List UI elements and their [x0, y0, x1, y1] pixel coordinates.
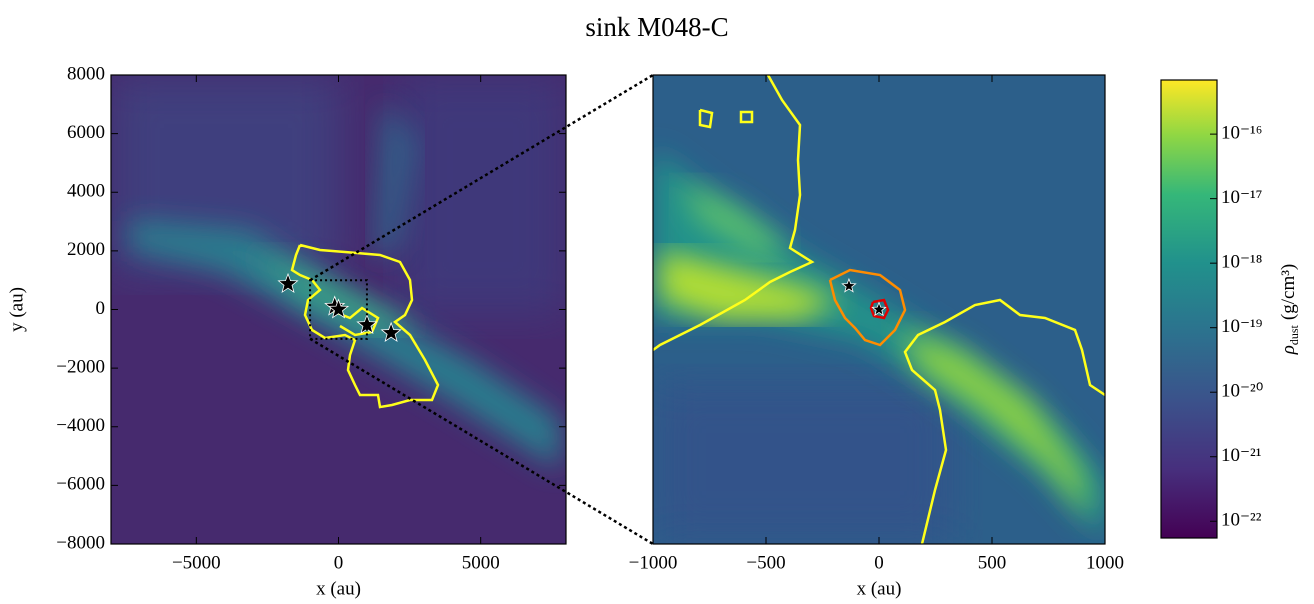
contour	[290, 243, 440, 409]
x-tick-label: 5000	[462, 552, 500, 573]
colorbar-label-part: (g/cm³)	[1278, 264, 1299, 320]
x-tick-label: −5000	[172, 552, 221, 573]
sink	[841, 277, 857, 293]
x-tick-label: −500	[746, 552, 785, 573]
colorbar-tick-label: 10⁻¹⁶	[1221, 122, 1262, 143]
y-tick-label: 2000	[67, 239, 105, 260]
y-tick-label: 6000	[67, 122, 105, 143]
y-tick-label: −2000	[56, 356, 105, 377]
y-tick-label: −8000	[56, 532, 105, 553]
x-tick-label: 1000	[1086, 552, 1124, 573]
figure-title: sink M048-C	[585, 12, 728, 42]
colorbar-tick-label: 10⁻²¹	[1221, 445, 1262, 466]
contour	[653, 75, 1105, 544]
colorbar-tick-label: 10⁻¹⁹	[1221, 316, 1263, 337]
sink	[871, 301, 887, 317]
x-axis-label: x (au)	[857, 578, 902, 599]
zoom-box	[309, 279, 368, 340]
sink	[327, 298, 350, 319]
sink	[380, 321, 402, 342]
y-tick-label: 8000	[67, 63, 105, 84]
x-tick-label: 0	[874, 552, 884, 573]
y-tick-label: 4000	[67, 181, 105, 202]
zoom-line	[309, 337, 654, 546]
y-axis-label: y (au)	[6, 287, 27, 332]
colorbar-tick-label: 10⁻¹⁷	[1221, 187, 1262, 208]
colorbar-tick-label: 10⁻¹⁸	[1221, 252, 1262, 273]
x-axis-label: x (au)	[316, 578, 361, 599]
y-tick-label: 0	[96, 298, 106, 319]
colorbar-label-part: ρ	[1278, 345, 1299, 355]
density-map	[111, 75, 566, 544]
x-tick-label: 0	[334, 552, 344, 573]
y-tick-label: −6000	[56, 474, 105, 495]
colorbar-tick-label: 10⁻²⁰	[1221, 381, 1263, 402]
density-map	[653, 75, 1105, 544]
colorbar-label-part: dust	[1287, 324, 1301, 345]
colorbar-tick-label: 10⁻²²	[1221, 510, 1262, 531]
sink	[277, 272, 299, 294]
colorbar	[1160, 79, 1218, 539]
zoom-line	[309, 73, 654, 282]
colorbar-label: ρdust (g/cm³)	[1278, 264, 1300, 355]
x-tick-label: 500	[978, 552, 1007, 573]
x-tick-label: −1000	[629, 552, 678, 573]
y-tick-label: −4000	[56, 415, 105, 436]
